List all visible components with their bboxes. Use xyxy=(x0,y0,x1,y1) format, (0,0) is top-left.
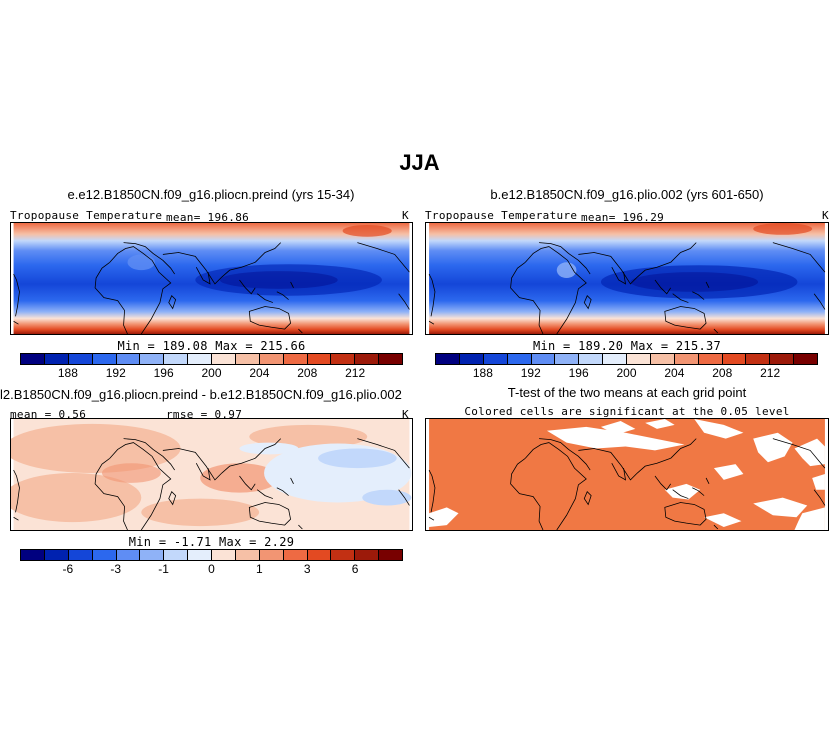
colorbar-swatch xyxy=(507,354,532,364)
panel2-stats: Min = 189.20 Max = 215.37 xyxy=(532,339,722,353)
panel1-tick: 200 xyxy=(201,366,222,380)
panel3-rmse-label: rmse = 0.97 xyxy=(166,408,243,421)
panel2-tick: 200 xyxy=(616,366,637,380)
panel2-tick: 208 xyxy=(712,366,733,380)
colorbar-swatch xyxy=(21,550,45,560)
panel3-stats: Min = -1.71 Max = 2.29 xyxy=(128,535,295,549)
colorbar-swatch xyxy=(770,354,795,364)
colorbar-swatch xyxy=(116,550,141,560)
panel3-tick: 6 xyxy=(351,562,359,576)
panel3-tick: 0 xyxy=(208,562,215,576)
panel2-tick: 196 xyxy=(568,366,589,380)
colorbar-swatch xyxy=(140,354,165,364)
panel3-tick: -3 xyxy=(110,562,122,576)
colorbar-swatch xyxy=(164,550,189,560)
panel1-tick: 212 xyxy=(345,366,366,380)
colorbar-swatch xyxy=(355,354,380,364)
panel2-tick: 212 xyxy=(760,366,781,380)
colorbar-swatch xyxy=(650,354,675,364)
panel3-tick: -1 xyxy=(158,562,169,576)
panel1-variable-label: Tropopause Temperature xyxy=(10,209,163,222)
colorbar-swatch xyxy=(92,354,117,364)
colorbar-swatch xyxy=(483,354,508,364)
panel2-colorbar xyxy=(435,353,818,365)
colorbar-swatch xyxy=(603,354,627,364)
colorbar-swatch xyxy=(44,550,69,560)
panel1-tick: 196 xyxy=(153,366,174,380)
colorbar-swatch xyxy=(379,354,402,364)
colorbar-swatch xyxy=(436,354,460,364)
panel1-colorbar xyxy=(20,353,403,365)
panel3-title: l2.B1850CN.f09_g16.pliocn.preind - b.e12… xyxy=(0,387,402,402)
panel1-tick: 188 xyxy=(57,366,78,380)
colorbar-swatch xyxy=(379,550,402,560)
panel3-tick: 1 xyxy=(256,562,263,576)
colorbar-swatch xyxy=(283,550,308,560)
colorbar-swatch xyxy=(21,354,45,364)
colorbar-swatch xyxy=(188,354,212,364)
colorbar-swatch xyxy=(140,550,165,560)
colorbar-swatch xyxy=(188,550,212,560)
panel3-colorbar xyxy=(20,549,403,561)
panel1-colorbar-ticks: 188 192 196 200 204 208 212 xyxy=(20,366,403,382)
panel3-colorbar-ticks: -6 -3 -1 0 1 3 6 xyxy=(20,562,403,578)
panel1-tick: 192 xyxy=(105,366,126,380)
panel4-title: T-test of the two means at each grid poi… xyxy=(507,385,747,400)
panel1-stats: Min = 189.08 Max = 215.66 xyxy=(117,339,306,353)
colorbar-swatch xyxy=(212,354,236,364)
colorbar-swatch xyxy=(116,354,141,364)
colorbar-swatch xyxy=(722,354,747,364)
panel4-map xyxy=(425,418,829,531)
colorbar-swatch xyxy=(283,354,308,364)
colorbar-swatch xyxy=(235,354,260,364)
panel2-units-label: K xyxy=(822,209,829,222)
colorbar-swatch xyxy=(331,550,356,560)
panel1-tick: 204 xyxy=(249,366,270,380)
panel3-units-label: K xyxy=(402,408,409,421)
colorbar-swatch xyxy=(235,550,260,560)
colorbar-swatch xyxy=(627,354,651,364)
colorbar-swatch xyxy=(331,354,356,364)
panel2-mean-label: mean= 196.29 xyxy=(581,211,665,224)
panel3-tick: -6 xyxy=(62,562,74,576)
panel2-tick: 188 xyxy=(472,366,493,380)
colorbar-swatch xyxy=(68,354,93,364)
colorbar-swatch xyxy=(92,550,117,560)
colorbar-swatch xyxy=(579,354,604,364)
colorbar-swatch xyxy=(259,550,284,560)
panel2-title: b.e12.B1850CN.f09_g16.plio.002 (yrs 601-… xyxy=(490,187,764,202)
colorbar-swatch xyxy=(555,354,580,364)
panel2-tick: 204 xyxy=(664,366,685,380)
colorbar-swatch xyxy=(746,354,771,364)
panel3-mean-label: mean = 0.56 xyxy=(10,408,87,421)
colorbar-swatch xyxy=(259,354,284,364)
colorbar-swatch xyxy=(164,354,189,364)
colorbar-swatch xyxy=(531,354,556,364)
panel4-subtitle: Colored cells are significant at the 0.0… xyxy=(464,405,790,418)
panel1-tick: 208 xyxy=(297,366,318,380)
colorbar-swatch xyxy=(794,354,817,364)
panel2-map xyxy=(425,222,829,335)
colorbar-swatch xyxy=(212,550,236,560)
panel1-units-label: K xyxy=(402,209,409,222)
panel2-variable-label: Tropopause Temperature xyxy=(425,209,578,222)
panel3-tick: 3 xyxy=(303,562,311,576)
colorbar-swatch xyxy=(674,354,699,364)
colorbar-swatch xyxy=(307,354,332,364)
colorbar-swatch xyxy=(355,550,380,560)
panel2-colorbar-ticks: 188 192 196 200 204 208 212 xyxy=(435,366,818,382)
panel1-title: e.e12.B1850CN.f09_g16.pliocn.preind (yrs… xyxy=(67,187,355,202)
colorbar-swatch xyxy=(44,354,69,364)
colorbar-swatch xyxy=(68,550,93,560)
panel2-tick: 192 xyxy=(520,366,541,380)
panel1-map xyxy=(10,222,413,335)
figure-title: JJA xyxy=(399,150,440,175)
panel3-map xyxy=(10,418,413,531)
panel1-mean-label: mean= 196.86 xyxy=(166,211,250,224)
colorbar-swatch xyxy=(698,354,723,364)
colorbar-swatch xyxy=(307,550,332,560)
colorbar-swatch xyxy=(459,354,484,364)
